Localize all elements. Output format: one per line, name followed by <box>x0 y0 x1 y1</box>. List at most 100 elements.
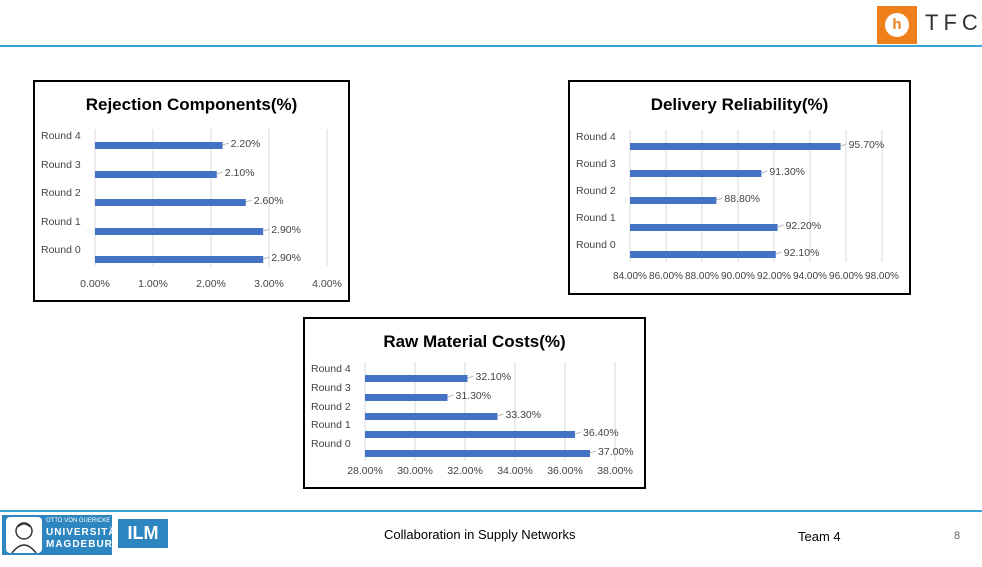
bar <box>630 170 762 177</box>
chart-title: Rejection Components(%) <box>86 95 298 114</box>
category-label: Round 4 <box>576 131 616 143</box>
category-label: Round 3 <box>41 159 81 171</box>
bar <box>365 431 575 438</box>
x-tick-label: 90.00% <box>721 271 755 282</box>
data-label: 88.80% <box>724 193 760 205</box>
category-label: Round 2 <box>41 187 81 199</box>
bar <box>365 375 468 382</box>
x-tick-label: 30.00% <box>397 465 433 477</box>
label-leader <box>775 251 782 255</box>
raw-material-costs-chart: Raw Material Costs(%) 28.00% 30.00% 32.00% 3… <box>303 317 646 489</box>
university-logo: OTTO VON GUERICKE UNIVERSITÄT MAGDEBURG <box>2 515 123 555</box>
label-leader <box>589 450 597 454</box>
label-leader <box>245 199 252 203</box>
delivery-reliability-chart: Delivery Reliability(%) 84.00% 86.00% 88.00… <box>568 80 911 295</box>
portrait-icon <box>6 517 42 554</box>
x-tick-label: 92.00% <box>757 271 791 282</box>
x-tick-label: 88.00% <box>685 271 719 282</box>
bar <box>95 171 217 178</box>
data-label: 32.10% <box>476 371 512 383</box>
x-tick-label: 3.00% <box>254 278 284 290</box>
data-label: 92.10% <box>784 247 820 259</box>
x-tick-label: 94.00% <box>793 271 827 282</box>
category-label: Round 2 <box>311 401 351 413</box>
bar <box>95 199 246 206</box>
uni-logo-top: OTTO VON GUERICKE <box>46 518 111 524</box>
x-tick-label: 4.00% <box>312 278 342 290</box>
data-label: 2.10% <box>225 167 255 179</box>
label-leader <box>761 170 768 174</box>
category-label: Round 0 <box>311 438 351 450</box>
chart-svg: Raw Material Costs(%) 28.00% 30.00% 32.00% 3… <box>311 332 634 477</box>
x-tick-label: 0.00% <box>80 278 110 290</box>
tfc-logo-icon: h <box>877 6 917 44</box>
category-label: Round 0 <box>576 239 616 251</box>
data-label: 95.70% <box>849 139 885 151</box>
category-label: Round 4 <box>41 130 81 142</box>
label-leader <box>574 431 582 435</box>
category-label: Round 2 <box>576 185 616 197</box>
bar <box>365 394 448 401</box>
category-label: Round 1 <box>576 212 616 224</box>
team-label: Team 4 <box>798 529 841 544</box>
chart-title: Delivery Reliability(%) <box>651 95 829 114</box>
data-label: 2.90% <box>271 224 301 236</box>
label-leader <box>777 224 784 228</box>
x-tick-label: 86.00% <box>649 271 683 282</box>
data-label: 2.60% <box>254 195 284 207</box>
label-leader <box>467 375 474 379</box>
footer-divider <box>0 510 982 512</box>
bar <box>95 256 264 263</box>
data-label: 91.30% <box>769 166 805 178</box>
bar <box>95 142 223 149</box>
bar <box>630 224 778 231</box>
bar <box>630 143 841 150</box>
label-leader <box>716 197 723 201</box>
label-leader <box>447 394 454 398</box>
data-label: 2.90% <box>271 252 301 264</box>
x-tick-label: 38.00% <box>597 465 633 477</box>
chart-svg: Delivery Reliability(%) 84.00% 86.00% 88.00… <box>576 95 899 282</box>
data-label: 31.30% <box>456 390 492 402</box>
category-label: Round 0 <box>41 244 81 256</box>
x-tick-label: 2.00% <box>196 278 226 290</box>
category-label: Round 1 <box>41 216 81 228</box>
footer-title: Collaboration in Supply Networks <box>384 527 576 542</box>
x-tick-label: 32.00% <box>447 465 483 477</box>
bar <box>630 197 717 204</box>
category-label: Round 1 <box>311 419 351 431</box>
data-label: 36.40% <box>583 427 619 439</box>
chart-title: Raw Material Costs(%) <box>383 332 565 351</box>
rejection-components-chart: Rejection Components(%) 0.00% 1.00% 2.00% 3.… <box>33 80 350 302</box>
label-leader <box>840 143 847 147</box>
x-tick-label: 28.00% <box>347 465 383 477</box>
x-tick-label: 1.00% <box>138 278 168 290</box>
x-tick-label: 84.00% <box>613 271 647 282</box>
ilm-logo: ILM <box>118 519 168 548</box>
label-leader <box>222 142 229 146</box>
uni-logo-line1: UNIVERSITÄT <box>46 527 124 538</box>
uni-logo-line2: MAGDEBURG <box>46 539 122 550</box>
category-label: Round 4 <box>311 363 351 375</box>
label-leader <box>216 171 223 175</box>
x-tick-label: 98.00% <box>865 271 899 282</box>
data-label: 92.20% <box>786 220 822 232</box>
tfc-logo-circle: h <box>885 13 909 37</box>
brand-name: TFC <box>925 10 982 35</box>
bar <box>630 251 776 258</box>
data-label: 33.30% <box>506 409 542 421</box>
bar <box>95 228 264 235</box>
x-tick-label: 34.00% <box>497 465 533 477</box>
label-leader <box>263 228 270 232</box>
bar <box>365 413 498 420</box>
x-tick-label: 36.00% <box>547 465 583 477</box>
label-leader <box>263 256 270 260</box>
page-number: 8 <box>954 530 961 542</box>
header-divider <box>0 45 982 47</box>
category-label: Round 3 <box>576 158 616 170</box>
tfc-logo-glyph: h <box>892 16 902 33</box>
label-leader <box>497 413 504 417</box>
data-label: 2.20% <box>231 138 261 150</box>
bar <box>365 450 590 457</box>
chart-svg: Rejection Components(%) 0.00% 1.00% 2.00% 3.… <box>41 95 342 290</box>
